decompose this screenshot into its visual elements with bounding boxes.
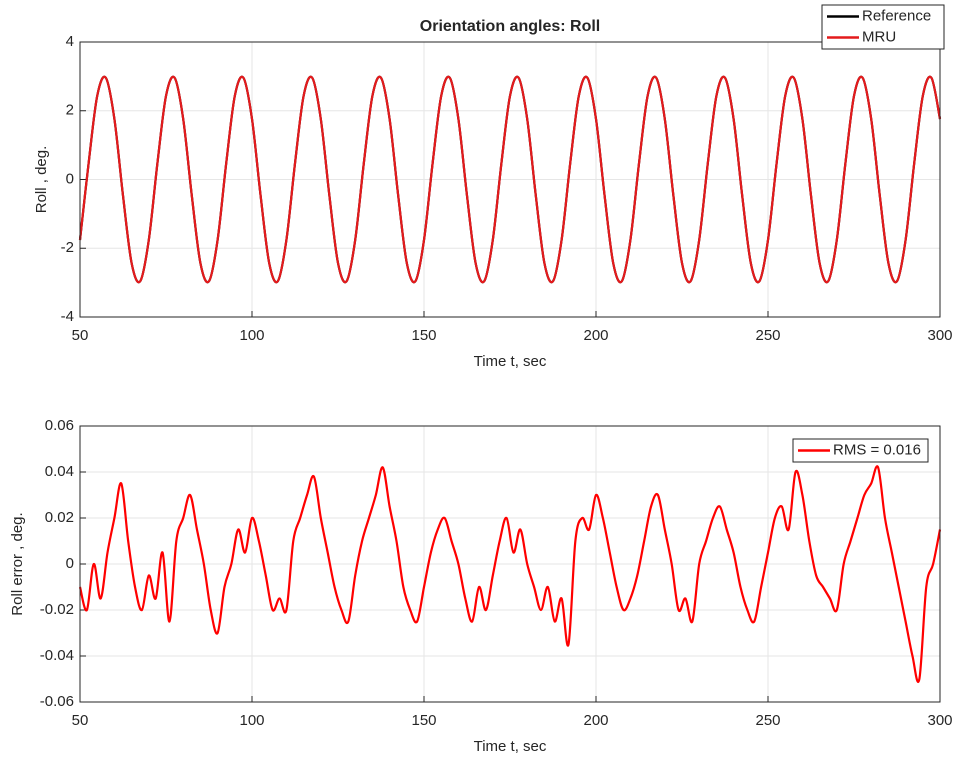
y-tick-label: 0 — [66, 555, 74, 572]
data-line — [78, 465, 942, 683]
x-axis-label: Time t, sec — [474, 353, 547, 370]
x-tick-label: 200 — [583, 712, 608, 729]
x-tick-label: 50 — [72, 327, 89, 344]
y-tick-label: -0.06 — [40, 693, 74, 710]
x-tick-label: 100 — [239, 327, 264, 344]
x-tick-label: 150 — [411, 712, 436, 729]
x-axis-label: Time t, sec — [474, 738, 547, 755]
y-tick-label: 0.04 — [45, 463, 74, 480]
axes-box — [79, 425, 941, 703]
x-tick-label: 50 — [72, 712, 89, 729]
y-tick-label: -0.04 — [40, 647, 74, 664]
chart-title: Orientation angles: Roll — [420, 18, 600, 35]
x-tick-label: 250 — [755, 327, 780, 344]
x-tick-label: 250 — [755, 712, 780, 729]
y-tick-label: -0.02 — [40, 601, 74, 618]
legend-box — [792, 438, 929, 463]
y-axis-label: Roll error , deg. — [9, 512, 26, 615]
y-tick-label: -4 — [61, 308, 74, 325]
legend-label: MRU — [862, 28, 896, 45]
y-axis-label: Roll , deg. — [33, 146, 50, 214]
x-tick-label: 300 — [927, 712, 952, 729]
y-tick-label: 4 — [66, 33, 74, 50]
y-tick-label: -2 — [61, 239, 74, 256]
y-tick-label: 2 — [66, 102, 74, 119]
y-tick-label: 0 — [66, 170, 74, 187]
legend-label: Reference — [862, 7, 931, 24]
x-tick-label: 200 — [583, 327, 608, 344]
y-tick-label: 0.02 — [45, 509, 74, 526]
x-tick-label: 150 — [411, 327, 436, 344]
x-tick-label: 300 — [927, 327, 952, 344]
x-tick-label: 100 — [239, 712, 264, 729]
axes-box — [79, 41, 941, 318]
data-line — [78, 75, 942, 284]
y-tick-label: 0.06 — [45, 417, 74, 434]
legend-label: RMS = 0.016 — [833, 441, 921, 458]
legend-box — [821, 4, 945, 50]
